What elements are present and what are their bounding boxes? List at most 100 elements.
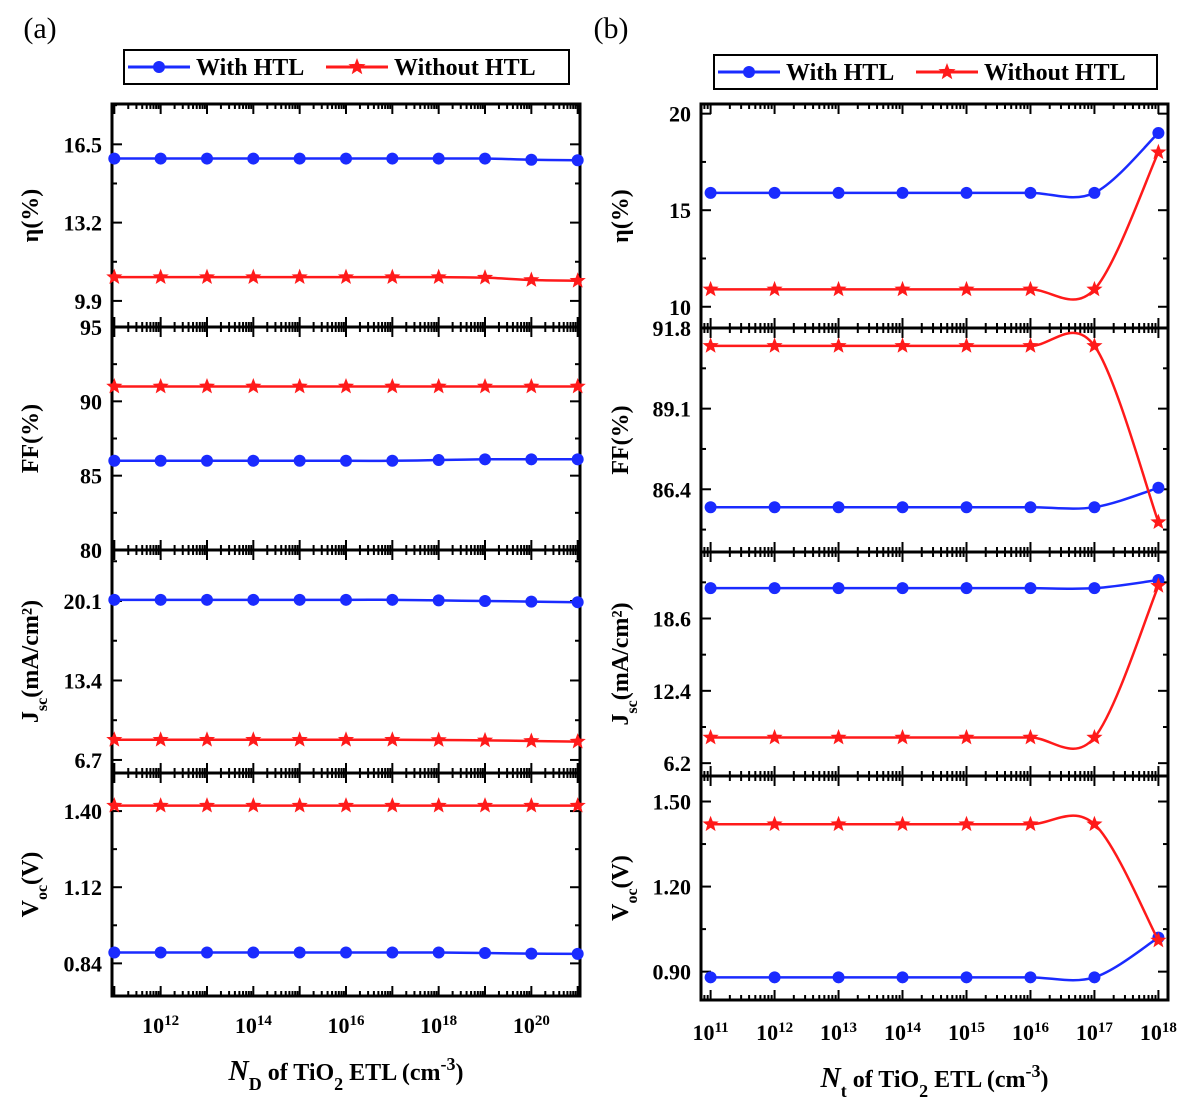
data-point bbox=[1088, 186, 1101, 199]
y-tick-label: 16.5 bbox=[64, 132, 103, 157]
data-point bbox=[198, 731, 216, 747]
data-point bbox=[1022, 815, 1039, 832]
data-point bbox=[154, 152, 167, 165]
data-point bbox=[430, 268, 447, 285]
data-point bbox=[832, 582, 845, 595]
data-point bbox=[247, 593, 260, 606]
data-point bbox=[523, 377, 540, 394]
y-tick-label: 20 bbox=[669, 102, 691, 127]
data-point bbox=[830, 280, 847, 297]
legend-label-1: Without HTL bbox=[394, 55, 536, 81]
data-point bbox=[430, 797, 447, 813]
y-tick-label: 85 bbox=[80, 464, 102, 489]
data-point bbox=[896, 582, 909, 595]
data-point bbox=[337, 377, 355, 394]
x-tick-label: 1012 bbox=[756, 1020, 793, 1045]
data-point bbox=[293, 593, 306, 606]
data-point bbox=[291, 268, 308, 285]
data-point bbox=[896, 186, 909, 199]
data-point bbox=[766, 280, 783, 297]
subplot-0: 20 15 10 η(%) bbox=[608, 102, 1170, 330]
y-tick-label: 10 bbox=[669, 295, 691, 320]
data-point bbox=[247, 152, 260, 165]
data-point bbox=[106, 268, 123, 285]
y-axis-label: Voc(V) bbox=[18, 852, 51, 918]
data-point bbox=[154, 593, 167, 606]
x-tick-label: 1014 bbox=[235, 1013, 272, 1038]
y-axis-label: η(%) bbox=[18, 189, 44, 243]
data-point bbox=[569, 733, 586, 749]
data-point bbox=[1150, 577, 1167, 593]
data-point bbox=[152, 268, 169, 285]
subplot-3: 1.40 1.12 0.84 Voc(V) bbox=[18, 771, 586, 998]
y-tick-label: 0.90 bbox=[653, 960, 692, 985]
data-point bbox=[106, 377, 123, 394]
data-point bbox=[340, 946, 352, 959]
data-point bbox=[384, 268, 401, 285]
data-point bbox=[571, 453, 584, 466]
data-point bbox=[245, 731, 262, 747]
data-point bbox=[704, 971, 717, 984]
data-point bbox=[152, 731, 169, 747]
x-tick-label: 1013 bbox=[820, 1020, 857, 1045]
data-point bbox=[293, 454, 306, 467]
chart-1: (b) With HTL Without HTL 20 15 10 η(%) 91.8 89.1… bbox=[594, 12, 1177, 1097]
data-point bbox=[479, 152, 492, 165]
data-point bbox=[523, 732, 540, 748]
y-axis-label: Jsc(mA/cm²) bbox=[608, 602, 641, 725]
legend-marker-0 bbox=[153, 61, 165, 73]
series-line-1 bbox=[710, 585, 1160, 750]
data-point bbox=[960, 501, 973, 514]
data-point bbox=[200, 946, 213, 959]
subplot-1: 95 90 85 80 FF(%) bbox=[18, 315, 586, 563]
data-point bbox=[386, 946, 399, 959]
data-point bbox=[702, 337, 719, 353]
data-point bbox=[702, 729, 719, 745]
data-point bbox=[768, 582, 781, 595]
y-axis-label: Voc(V) bbox=[608, 855, 641, 921]
data-point bbox=[476, 731, 494, 748]
series-line-1 bbox=[710, 814, 1160, 942]
data-point bbox=[479, 947, 492, 960]
y-tick-label: 13.4 bbox=[64, 668, 103, 693]
data-point bbox=[152, 797, 169, 813]
data-point bbox=[569, 272, 586, 288]
x-tick-label: 1011 bbox=[693, 1020, 729, 1045]
y-tick-label: 6.7 bbox=[75, 748, 103, 773]
x-tick-label: 1016 bbox=[1012, 1020, 1050, 1045]
data-point bbox=[1086, 337, 1103, 353]
data-point bbox=[704, 501, 717, 514]
x-tick-label: 1020 bbox=[513, 1013, 550, 1038]
data-point bbox=[432, 946, 445, 959]
data-point bbox=[1022, 729, 1039, 745]
x-tick-label: 1015 bbox=[948, 1020, 985, 1045]
data-point bbox=[340, 152, 352, 165]
data-point bbox=[1088, 971, 1101, 984]
data-point bbox=[108, 152, 121, 165]
data-point bbox=[958, 729, 975, 745]
data-point bbox=[894, 815, 911, 832]
data-point bbox=[1022, 337, 1039, 353]
data-point bbox=[154, 454, 167, 467]
data-point bbox=[1022, 280, 1039, 297]
data-point bbox=[384, 797, 401, 813]
x-tick-label: 1018 bbox=[420, 1013, 457, 1038]
data-point bbox=[525, 153, 538, 166]
legend-marker-1 bbox=[938, 63, 956, 80]
x-axis-label: ND of TiO2 ETL (cm-3) bbox=[227, 1054, 463, 1094]
data-point bbox=[337, 268, 355, 285]
data-point bbox=[569, 377, 586, 394]
y-tick-label: 0.84 bbox=[64, 951, 103, 976]
y-tick-label: 89.1 bbox=[653, 397, 692, 422]
data-point bbox=[200, 454, 213, 467]
data-point bbox=[1150, 513, 1167, 530]
data-point bbox=[200, 152, 213, 165]
data-point bbox=[1150, 931, 1167, 948]
y-tick-label: 1.40 bbox=[64, 799, 103, 824]
data-point bbox=[766, 729, 783, 745]
data-point bbox=[245, 797, 262, 813]
data-point bbox=[523, 797, 540, 813]
subplot-1: 91.8 89.1 86.4 FF(%) bbox=[608, 316, 1170, 554]
subplot-3: 1.50 1.20 0.90 Voc(V) bbox=[608, 774, 1170, 1002]
data-point bbox=[768, 501, 781, 514]
